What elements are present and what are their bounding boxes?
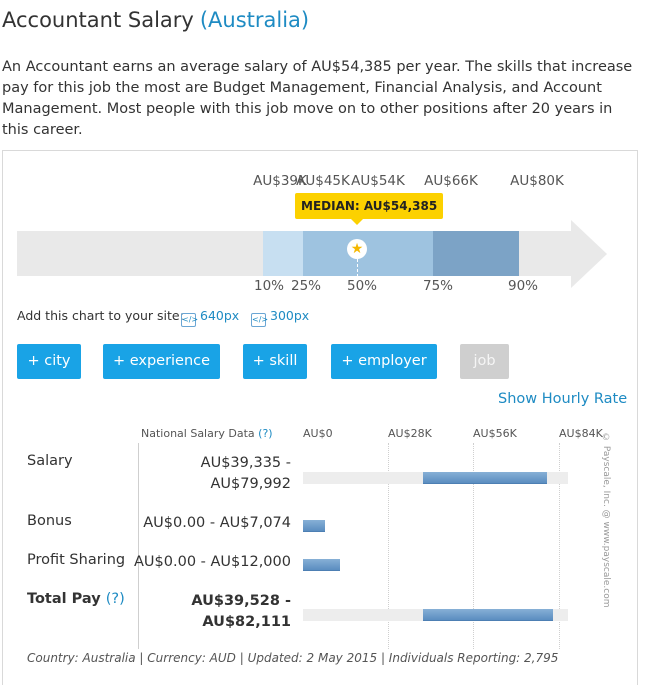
row-label-profit-sharing: Profit Sharing (27, 552, 126, 568)
value-line: AU$39,335 - (200, 455, 291, 471)
top-label: AU$45K (296, 173, 350, 189)
table-header: National Salary Data (?) (141, 427, 273, 440)
bar-salary (422, 472, 547, 484)
row-label-bonus: Bonus (27, 513, 72, 529)
top-label: AU$66K (424, 173, 478, 189)
value-line: AU$39,528 - (191, 593, 291, 609)
percentile-label: 75% (422, 278, 454, 294)
table-header-label: National Salary Data (141, 427, 255, 440)
star-icon: ★ (347, 239, 367, 259)
row-value-total-pay: AU$39,528 - AU$82,111 (191, 591, 291, 633)
table-divider (138, 443, 139, 649)
median-line (357, 259, 358, 277)
percentile-label: 50% (346, 278, 378, 294)
gridline (473, 443, 474, 649)
percentile-label: 90% (507, 278, 539, 294)
row-value-bonus: AU$0.00 - AU$7,074 (143, 513, 291, 534)
segment-75-90 (433, 231, 519, 276)
axis-label: AU$84K (559, 427, 603, 440)
embed-code-icon: </> (251, 313, 268, 327)
page-title: Accountant Salary (Australia) (2, 8, 309, 32)
add-experience-button[interactable]: + experience (103, 344, 220, 379)
top-label: AU$80K (510, 173, 564, 189)
value-line: AU$0.00 - AU$7,074 (143, 515, 291, 531)
value-line: AU$82,111 (202, 614, 291, 630)
add-skill-button[interactable]: + skill (243, 344, 307, 379)
top-label: AU$54K (351, 173, 405, 189)
row-label-total-pay: Total Pay (?) (27, 591, 125, 607)
title-text: Accountant Salary (2, 8, 194, 32)
row-label-salary: Salary (27, 453, 73, 469)
axis-label: AU$28K (388, 427, 432, 440)
job-button: job (460, 344, 509, 379)
bar-profit-sharing (303, 559, 340, 571)
gridline (388, 443, 389, 649)
add-chart-label: Add this chart to your site: (17, 308, 184, 323)
embed-300-link[interactable]: </> 300px (251, 308, 309, 327)
gridline (559, 443, 560, 649)
row-value-salary: AU$39,335 - AU$79,992 (201, 453, 291, 495)
bar-total-pay (423, 609, 554, 621)
segment-10-25 (263, 231, 303, 276)
salary-card: AU$39K AU$45K AU$54K AU$66K AU$80K MEDIA… (2, 150, 638, 685)
row-value-profit-sharing: AU$0.00 - AU$12,000 (134, 552, 291, 573)
description: An Accountant earns an average salary of… (2, 59, 633, 138)
embed-code-icon: </> (181, 313, 198, 327)
value-line: AU$0.00 - AU$12,000 (134, 554, 291, 570)
percentile-label: 10% (253, 278, 285, 294)
add-city-button[interactable]: + city (17, 344, 81, 379)
axis-label: AU$56K (473, 427, 517, 440)
range-arrow (571, 220, 607, 288)
total-pay-label: Total Pay (27, 591, 101, 607)
bar-bonus (303, 520, 325, 532)
value-line: AU$79,992 (210, 476, 292, 492)
median-badge: MEDIAN: AU$54,385 (295, 193, 444, 225)
footer-info: Country: Australia | Currency: AUD | Upd… (27, 651, 559, 665)
percentile-label: 25% (290, 278, 322, 294)
axis-label: AU$0 (303, 427, 333, 440)
payscale-watermark: © Payscale, Inc. @ www.payscale.com (601, 433, 611, 608)
add-employer-button[interactable]: + employer (331, 344, 437, 379)
segment-25-75 (303, 231, 433, 276)
embed-640-link[interactable]: </> 640px (181, 308, 239, 327)
embed-300-label: 300px (270, 308, 310, 323)
help-link[interactable]: (?) (258, 427, 273, 440)
top-label: AU$39K (253, 173, 307, 189)
country-link[interactable]: (Australia) (199, 8, 310, 32)
help-link[interactable]: (?) (105, 591, 125, 607)
embed-640-label: 640px (200, 308, 240, 323)
show-hourly-rate-link[interactable]: Show Hourly Rate (498, 391, 628, 407)
